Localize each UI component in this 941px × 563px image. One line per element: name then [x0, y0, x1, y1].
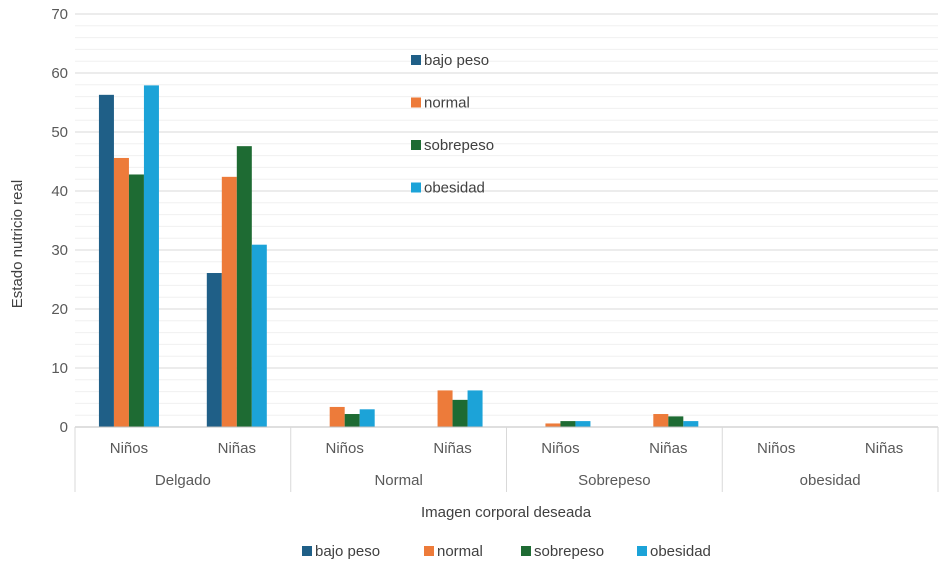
bar — [359, 409, 375, 427]
legend-label: bajo peso — [424, 52, 489, 69]
bar — [236, 146, 252, 427]
y-tick-label: 20 — [51, 301, 68, 318]
legend-swatch — [637, 546, 647, 556]
legend-label: sobrepeso — [424, 137, 494, 154]
y-tick-label: 30 — [51, 242, 68, 259]
bar — [98, 94, 114, 427]
x-tick-label: Niños — [757, 440, 795, 457]
y-tick-label: 10 — [51, 360, 68, 377]
bar — [683, 421, 699, 427]
x-tick-label: Niños — [541, 440, 579, 457]
bar — [113, 157, 129, 427]
legend-swatch — [424, 546, 434, 556]
gridlines — [75, 13, 938, 416]
legend-item: sobrepeso — [521, 543, 604, 560]
legend-label: bajo peso — [315, 543, 380, 560]
bar — [545, 423, 561, 427]
legend-swatch — [411, 97, 421, 108]
x-group-label: Sobrepeso — [578, 472, 651, 489]
legend-label: normal — [437, 543, 483, 560]
legend-item: obesidad — [411, 180, 485, 197]
y-tick-label: 50 — [51, 124, 68, 141]
x-group-label: obesidad — [800, 472, 861, 489]
bar — [575, 421, 591, 427]
legend-label: sobrepeso — [534, 543, 604, 560]
y-axis-ticks: 0 10 20 30 40 50 60 70 — [51, 6, 68, 436]
x-axis: Niños Niñas Delgado Niños Niñas Normal Niños Ni… — [74, 426, 939, 492]
x-group-label: Normal — [374, 472, 422, 489]
bar — [221, 176, 237, 427]
bar — [329, 406, 345, 427]
bar — [344, 414, 360, 427]
bars — [98, 85, 699, 427]
legend-swatch — [302, 546, 312, 556]
bar — [206, 273, 222, 427]
legend-swatch — [411, 140, 421, 150]
y-axis-title: Estado nutricio real — [9, 180, 26, 308]
legend-item: obesidad — [637, 543, 711, 560]
y-tick-label: 70 — [51, 6, 68, 23]
x-tick-label: Niñas — [649, 440, 687, 457]
x-tick-label: Niñas — [218, 440, 256, 457]
bar — [128, 174, 144, 427]
y-tick-label: 40 — [51, 183, 68, 200]
bar — [560, 421, 576, 427]
x-tick-label: Niños — [110, 440, 148, 457]
bar — [251, 244, 267, 427]
legend-label: obesidad — [424, 180, 485, 197]
legend-swatch — [411, 55, 421, 65]
x-tick-label: Niñas — [865, 440, 903, 457]
legend-label: normal — [424, 95, 470, 112]
legend-swatch — [521, 546, 531, 556]
x-tick-label: Niños — [326, 440, 364, 457]
legend-inner: bajo peso normal sobrepeso obesidad — [411, 52, 494, 197]
legend-item: normal — [424, 543, 483, 560]
x-tick-label: Niñas — [433, 440, 471, 457]
bar — [143, 85, 159, 427]
bar — [452, 399, 468, 427]
bar — [467, 390, 483, 427]
y-tick-label: 0 — [60, 419, 68, 436]
legend-item: normal — [411, 95, 470, 112]
x-group-label: Delgado — [155, 472, 211, 489]
legend-item: bajo peso — [411, 52, 489, 69]
bar — [437, 390, 453, 427]
bar — [653, 414, 669, 427]
bar — [668, 416, 684, 427]
x-axis-title: Imagen corporal deseada — [421, 504, 592, 521]
legend-swatch — [411, 182, 421, 193]
legend-item: bajo peso — [302, 543, 380, 560]
legend-label: obesidad — [650, 543, 711, 560]
y-tick-label: 60 — [51, 65, 68, 82]
legend-bottom: bajo peso normal sobrepeso obesidad — [302, 543, 711, 560]
legend-item: sobrepeso — [411, 137, 494, 154]
